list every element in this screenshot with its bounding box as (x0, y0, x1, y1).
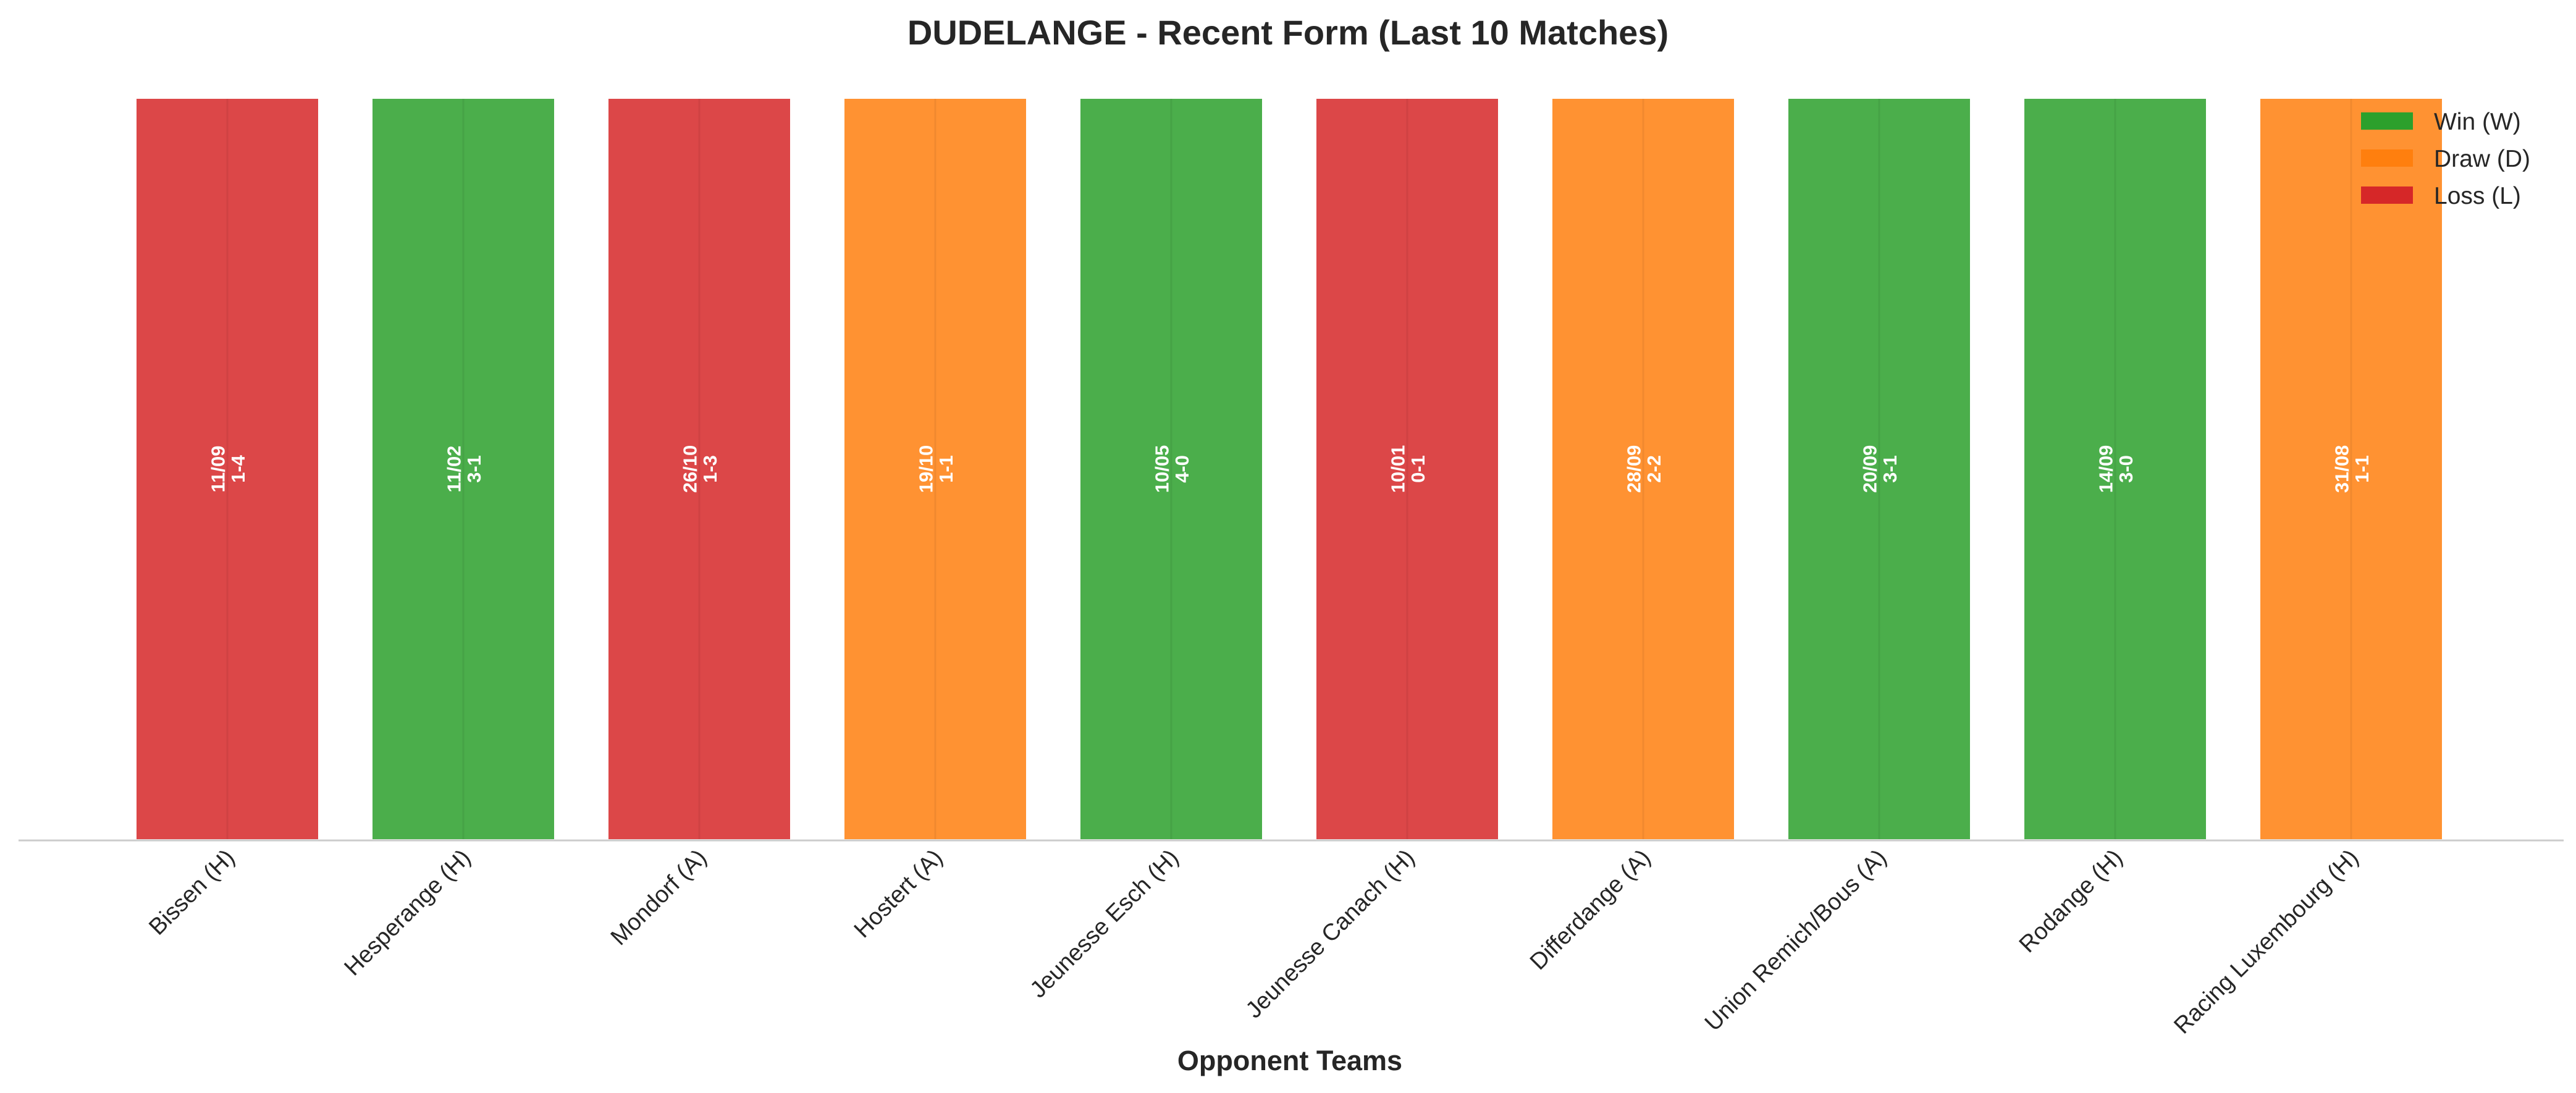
match-date: 19/10 (915, 445, 937, 493)
match-score: 1-1 (2351, 455, 2373, 483)
x-tick-label: Rodange (H) (2014, 845, 2128, 958)
match-date: 20/09 (1859, 445, 1880, 493)
bar-data-label: 11/091-4 (207, 446, 249, 493)
x-tick-label: Jeunesse Canach (H) (1241, 845, 1420, 1024)
chart-title: DUDELANGE - Recent Form (Last 10 Matches… (907, 13, 1669, 52)
bar-group: 11/091-4 (134, 96, 321, 842)
match-date: 31/08 (2331, 445, 2352, 493)
result-bar (1314, 96, 1501, 842)
match-score: 3-1 (463, 455, 485, 483)
match-score: 3-0 (2115, 455, 2137, 483)
match-date: 26/10 (679, 445, 701, 493)
bar-data-label: 31/081-1 (2331, 445, 2373, 493)
match-score: 1-1 (935, 455, 957, 483)
bar-data-label: 11/023-1 (443, 446, 485, 493)
match-date: 14/09 (2095, 445, 2116, 493)
match-score: 1-3 (699, 455, 721, 483)
result-bar (2258, 96, 2444, 842)
x-tick-label: Differdange (A) (1525, 845, 1656, 975)
x-tick-labels: Bissen (H) Hesperange (H) Mondorf (A) Hoste… (144, 845, 2363, 1039)
bar-group: 31/081-1 (2258, 96, 2444, 842)
x-tick-label: Jeunesse Esch (H) (1025, 845, 1184, 1003)
legend: Win (W) Draw (D) Loss (L) (2361, 109, 2530, 209)
legend-label: Win (W) (2434, 109, 2521, 135)
bar-group: 11/023-1 (370, 96, 557, 842)
bar-group: 14/093-0 (2022, 96, 2208, 842)
bar-group: 28/092-2 (1550, 96, 1736, 842)
x-tick-label: Mondorf (A) (606, 845, 712, 951)
match-date: 28/09 (1623, 445, 1644, 493)
x-axis-label: Opponent Teams (1177, 1045, 1402, 1076)
bars-layer: 11/091-4 11/023-1 26/101-3 19/101-1 10/054-0… (134, 96, 2444, 842)
bar-group: 26/101-3 (606, 96, 793, 842)
match-date: 11/02 (443, 446, 465, 493)
legend-swatch (2361, 112, 2413, 130)
legend-label: Loss (L) (2434, 183, 2521, 209)
x-tick-label: Hostert (A) (849, 845, 948, 944)
bar-data-label: 10/010-1 (1387, 445, 1429, 493)
match-score: 1-4 (227, 454, 249, 483)
result-bar (370, 96, 557, 842)
bar-group: 10/054-0 (1078, 96, 1265, 842)
match-score: 3-1 (1879, 455, 1901, 483)
result-bar (1550, 96, 1736, 842)
bar-data-label: 28/092-2 (1623, 445, 1665, 493)
bar-group: 19/101-1 (842, 96, 1029, 842)
x-tick-label: Hesperange (H) (340, 845, 476, 981)
match-score: 4-0 (1171, 455, 1193, 483)
legend-label: Draw (D) (2434, 146, 2530, 172)
result-bar (1078, 96, 1265, 842)
match-date: 10/01 (1387, 445, 1408, 493)
result-bar (842, 96, 1029, 842)
bar-group: 10/010-1 (1314, 96, 1501, 842)
bar-data-label: 19/101-1 (915, 445, 957, 493)
result-bar (134, 96, 321, 842)
bar-data-label: 14/093-0 (2095, 445, 2137, 493)
legend-swatch (2361, 186, 2413, 204)
match-score: 2-2 (1643, 455, 1665, 483)
match-score: 0-1 (1407, 455, 1429, 483)
bar-data-label: 20/093-1 (1859, 445, 1901, 493)
x-tick-label: Union Remich/Bous (A) (1700, 845, 1892, 1036)
result-bar (606, 96, 793, 842)
match-date: 10/05 (1151, 445, 1172, 493)
bar-data-label: 10/054-0 (1151, 445, 1193, 493)
x-tick-label: Bissen (H) (144, 845, 240, 940)
x-tick-label: Racing Luxembourg (H) (2169, 845, 2363, 1039)
bar-group: 20/093-1 (1786, 96, 1972, 842)
bar-data-label: 26/101-3 (679, 445, 721, 493)
legend-swatch (2361, 149, 2413, 167)
match-date: 11/09 (207, 446, 229, 493)
